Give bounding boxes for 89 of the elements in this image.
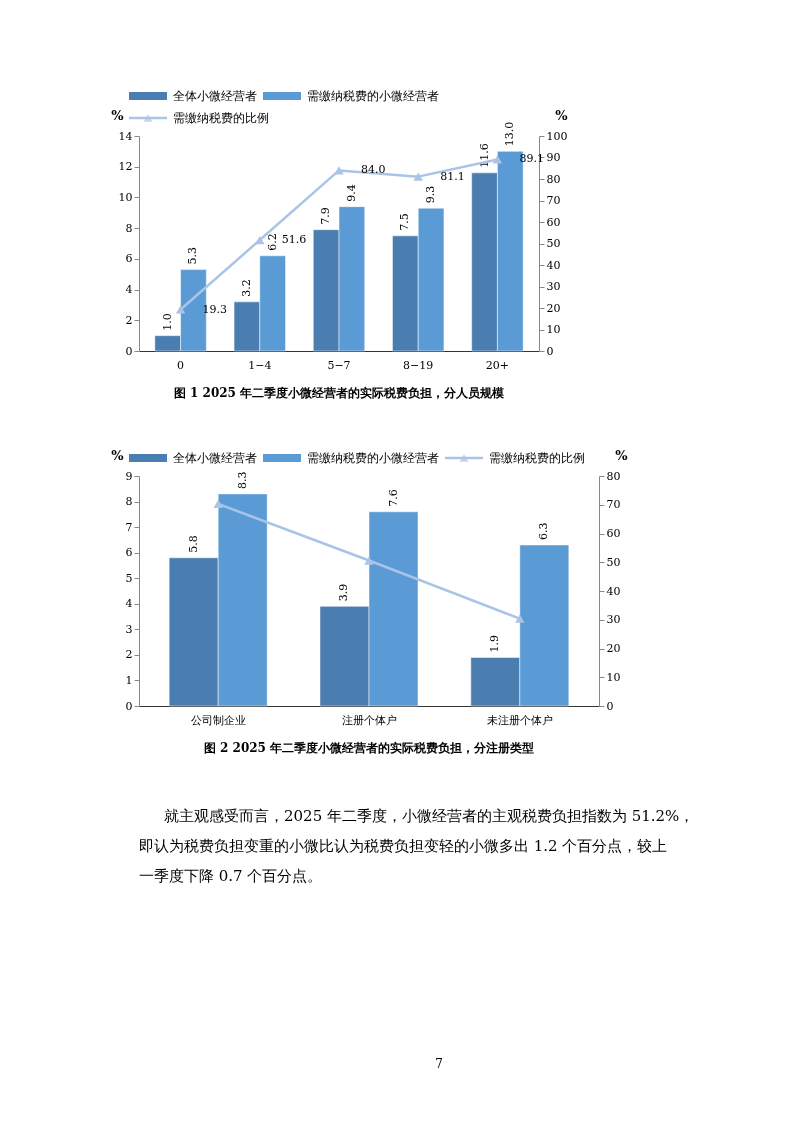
legend-label: 需缴纳税费的小微经营者 — [307, 89, 439, 103]
point — [255, 235, 265, 245]
y2-tick-label: 70 — [606, 498, 621, 512]
data-label: 81.1 — [440, 169, 465, 183]
y2-tick-label: 50 — [606, 555, 621, 569]
data-label: 13.0 — [503, 121, 517, 147]
y-tick-label: 2 — [125, 313, 133, 327]
y-tick-label: 0 — [125, 344, 133, 358]
data-label: 9.3 — [424, 185, 438, 204]
y2-axis-title: % — [615, 447, 629, 463]
legend-label: 全体小微经营者 — [173, 451, 257, 465]
y-tick-label: 14 — [118, 129, 133, 143]
data-label: 1.9 — [488, 634, 502, 653]
point — [515, 614, 525, 623]
y2-tick-label: 0 — [606, 699, 614, 713]
y-axis-title: % — [111, 447, 125, 463]
y2-tick-label: 70 — [546, 194, 561, 207]
data-label: 9.4 — [344, 184, 358, 202]
data-label: 6.3 — [537, 522, 551, 540]
data-label: 7.5 — [398, 213, 412, 231]
x-tick-label: 未注册个体户 — [486, 713, 553, 727]
y2-tick-label: 30 — [546, 280, 561, 293]
data-label: 6.2 — [265, 233, 279, 251]
text: 即认为税费负担变重的小微比认为税费负担变轻的小微多出 1.2 个百分点，较上 — [139, 837, 668, 855]
legend-label: 全体小微经营者 — [173, 89, 257, 103]
point — [175, 305, 186, 314]
data-label: 7.9 — [319, 207, 333, 225]
point — [334, 166, 344, 175]
y-tick-label: 7 — [125, 520, 133, 534]
y2-tick-label: 30 — [606, 613, 621, 627]
y-tick-label: 2 — [125, 648, 133, 662]
point — [213, 499, 223, 508]
y-tick-label: 8 — [125, 495, 133, 509]
x-tick-label: 5−7 — [327, 358, 351, 372]
y-tick-label: 6 — [125, 252, 133, 266]
y-axis-title: % — [111, 107, 125, 123]
y-tick-label: 8 — [125, 221, 133, 235]
text: 就主观感受而言，2025 年二季度，小微经营者的主观税费负担指数为 51.2%， — [164, 807, 695, 825]
y2-tick-label: 20 — [546, 301, 561, 315]
data-label: 11.6 — [477, 143, 491, 168]
x-tick-label: 20+ — [485, 358, 510, 372]
point — [492, 155, 503, 164]
x-tick-label: 0 — [177, 358, 185, 372]
y2-axis-title: % — [555, 107, 569, 123]
data-label: 7.6 — [386, 489, 400, 507]
x-tick-label: 注册个体户 — [341, 713, 397, 727]
y2-tick-label: 60 — [546, 215, 561, 229]
text: 图 1 2025 年二季度小微经营者的实际税费负担，分人员规模 — [173, 386, 505, 400]
y-tick-label: 9 — [125, 469, 133, 483]
text: 7 — [435, 1057, 443, 1071]
data-label: 8.3 — [235, 471, 249, 489]
data-label: 84.0 — [361, 163, 386, 177]
y-tick-label: 12 — [118, 160, 133, 174]
y2-tick-label: 100 — [546, 129, 568, 143]
y2-tick-label: 50 — [546, 237, 561, 250]
data-label: 51.6 — [281, 233, 307, 247]
y-tick-label: 10 — [118, 190, 133, 204]
data-label: 1.0 — [160, 313, 174, 331]
y2-tick-label: 80 — [546, 172, 561, 186]
y-tick-label: 3 — [125, 622, 133, 636]
y2-tick-label: 60 — [606, 527, 621, 540]
point — [413, 172, 423, 181]
data-label: 5.8 — [186, 535, 200, 553]
y2-tick-label: 10 — [546, 323, 561, 336]
y2-tick-label: 0 — [546, 344, 554, 358]
text: 图 2 2025 年二季度小微经营者的实际税费负担，分注册类型 — [203, 741, 535, 755]
y-tick-label: 5 — [125, 571, 133, 585]
y2-tick-label: 40 — [606, 584, 621, 598]
legend-label: 需缴纳税费的比例 — [173, 111, 269, 125]
y-tick-label: 0 — [125, 699, 133, 713]
data-label: 3.2 — [239, 279, 253, 297]
y2-tick-label: 80 — [606, 469, 621, 483]
y-tick-label: 4 — [125, 283, 133, 297]
y2-tick-label: 10 — [606, 670, 621, 684]
y2-tick-label: 20 — [606, 642, 621, 655]
y2-tick-label: 40 — [546, 258, 561, 272]
legend-label: 需缴纳税费的比例 — [489, 451, 585, 465]
y-tick-label: 1 — [125, 673, 133, 687]
point — [364, 556, 374, 565]
text: 一季度下降 0.7 个百分点。 — [139, 867, 323, 885]
y-tick-label: 4 — [125, 597, 133, 611]
data-label: 5.3 — [186, 247, 200, 265]
data-label: 3.9 — [337, 583, 351, 602]
y-tick-label: 6 — [125, 546, 133, 560]
x-tick-label: 1−4 — [248, 358, 272, 372]
x-tick-label: 公司制企业 — [190, 713, 246, 727]
legend-label: 需缴纳税费的小微经营者 — [307, 451, 439, 465]
x-tick-label: 8−19 — [403, 358, 434, 372]
y2-tick-label: 90 — [546, 151, 561, 164]
